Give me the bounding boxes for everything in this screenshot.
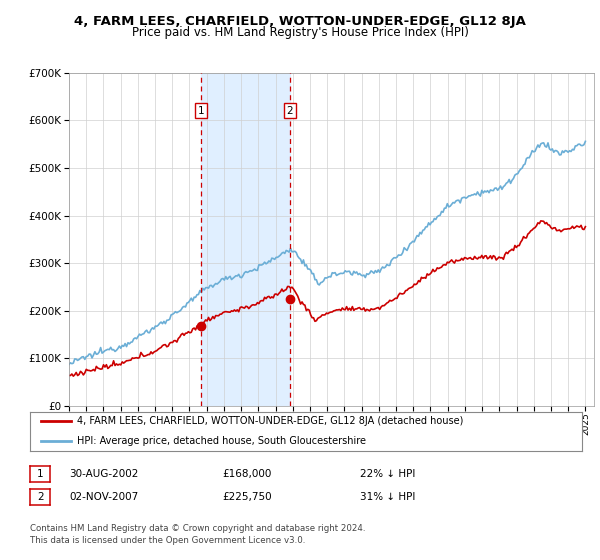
Text: 1: 1: [197, 106, 204, 116]
Bar: [201, 73, 290, 406]
Text: £225,750: £225,750: [222, 492, 272, 502]
Text: 02-NOV-2007: 02-NOV-2007: [69, 492, 138, 502]
Text: Contains HM Land Registry data © Crown copyright and database right 2024.
This d: Contains HM Land Registry data © Crown c…: [30, 524, 365, 545]
Text: 4, FARM LEES, CHARFIELD, WOTTON-UNDER-EDGE, GL12 8JA (detached house): 4, FARM LEES, CHARFIELD, WOTTON-UNDER-ED…: [77, 417, 463, 426]
Text: £168,000: £168,000: [222, 469, 271, 479]
Text: 2: 2: [37, 492, 44, 502]
Text: 4, FARM LEES, CHARFIELD, WOTTON-UNDER-EDGE, GL12 8JA: 4, FARM LEES, CHARFIELD, WOTTON-UNDER-ED…: [74, 15, 526, 28]
Text: 22% ↓ HPI: 22% ↓ HPI: [360, 469, 415, 479]
Text: 31% ↓ HPI: 31% ↓ HPI: [360, 492, 415, 502]
Text: 1: 1: [37, 469, 44, 479]
Text: 2: 2: [287, 106, 293, 116]
Text: 30-AUG-2002: 30-AUG-2002: [69, 469, 139, 479]
Text: HPI: Average price, detached house, South Gloucestershire: HPI: Average price, detached house, Sout…: [77, 436, 366, 446]
Text: Price paid vs. HM Land Registry's House Price Index (HPI): Price paid vs. HM Land Registry's House …: [131, 26, 469, 39]
